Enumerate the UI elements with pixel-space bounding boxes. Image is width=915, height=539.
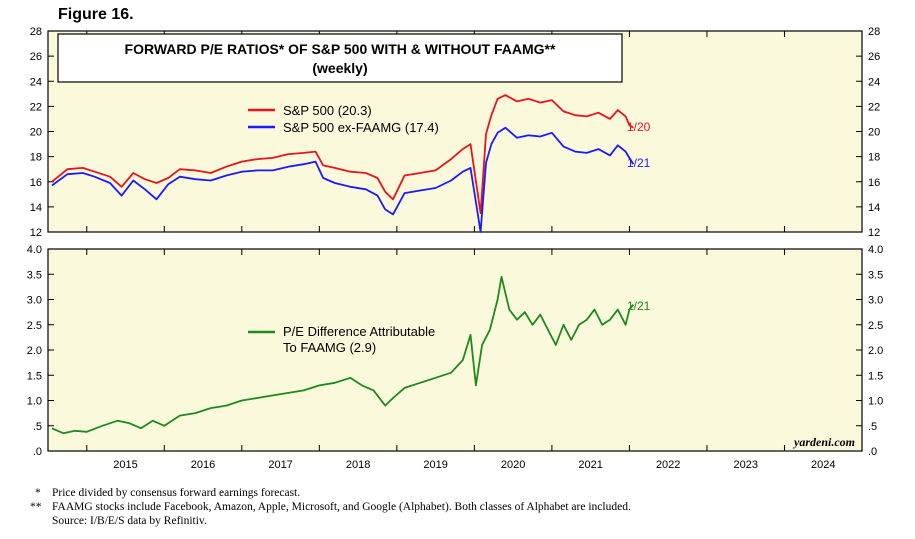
y-tick-label-left: 16: [30, 177, 42, 189]
y-tick-label-left: 2.0: [27, 345, 42, 357]
y-tick-label-right: 1.5: [868, 370, 883, 382]
y-tick-label-left: 20: [30, 127, 42, 139]
y-tick-label-right: 26: [868, 51, 880, 63]
x-tick-label: 2019: [423, 459, 447, 471]
legend-label-sp500: S&P 500 (20.3): [283, 103, 372, 118]
y-tick-label-left: 26: [30, 51, 42, 63]
x-tick-label: 2015: [113, 459, 137, 471]
y-tick-label-right: 2.0: [868, 345, 883, 357]
y-tick-label-right: 16: [868, 177, 880, 189]
y-tick-label-left: 2.5: [27, 320, 42, 332]
y-tick-label-right: 20: [868, 127, 880, 139]
plot-area-1: [47, 248, 863, 452]
x-tick-label: 2016: [191, 459, 215, 471]
y-tick-label-right: 22: [868, 101, 880, 113]
series-line-ex_faamg: [51, 126, 635, 233]
y-tick-label-right: 24: [868, 76, 880, 88]
x-tick-label: 2021: [578, 459, 602, 471]
footnote-2-mark: **: [30, 501, 42, 513]
y-tick-label-left: 3.5: [27, 269, 42, 281]
end-label-ex-faamg: 1/21: [627, 156, 651, 170]
footnote-source: Source: I/B/E/S data by Refinitiv.: [52, 515, 207, 527]
chart-subtitle: (weekly): [312, 60, 367, 76]
y-tick-label-right: 28: [868, 26, 880, 38]
legend-label-difference-line2: To FAAMG (2.9): [283, 340, 376, 355]
footnote-1: Price divided by consensus forward earni…: [52, 487, 301, 499]
y-tick-label-right: 18: [868, 152, 880, 164]
y-tick-label-left: .0: [33, 446, 42, 458]
y-tick-label-left: 28: [30, 26, 42, 38]
y-tick-label-left: 24: [30, 76, 42, 88]
legend-label-ex-faamg: S&P 500 ex-FAAMG (17.4): [283, 120, 439, 135]
chart-title: FORWARD P/E RATIOS* OF S&P 500 WITH & WI…: [125, 41, 556, 57]
watermark: yardeni.com: [792, 435, 855, 449]
y-tick-label-left: 12: [30, 227, 42, 239]
y-tick-label-left: .5: [33, 421, 42, 433]
y-tick-label-left: 1.0: [27, 396, 42, 408]
bottom-panel: [47, 248, 863, 452]
y-tick-label-right: 12: [868, 227, 880, 239]
y-tick-label-right: 3.0: [868, 295, 883, 307]
y-tick-label-left: 3.0: [27, 295, 42, 307]
footnote-2: FAAMG stocks include Facebook, Amazon, A…: [52, 501, 631, 513]
x-tick-label: 2018: [346, 459, 370, 471]
title-box: [57, 33, 623, 83]
series-line-sp500: [51, 94, 634, 215]
end-label-difference: 1/21: [627, 299, 651, 313]
x-tick-label: 2020: [501, 459, 525, 471]
y-tick-label-right: 14: [868, 202, 880, 214]
y-tick-label-left: 1.5: [27, 370, 42, 382]
y-tick-label-left: 22: [30, 101, 42, 113]
x-tick-label: 2024: [811, 459, 835, 471]
y-tick-label-right: .5: [868, 421, 877, 433]
legend-label-difference-line1: P/E Difference Attributable: [283, 324, 435, 339]
x-tick-label: 2017: [268, 459, 292, 471]
series-layer: [51, 94, 635, 435]
y-tick-label-left: 4.0: [27, 244, 42, 256]
end-label-sp500: 1/20: [627, 120, 651, 134]
x-tick-label: 2023: [733, 459, 757, 471]
y-tick-label-right: 2.5: [868, 320, 883, 332]
figure-label: Figure 16.: [58, 6, 134, 23]
y-tick-label-right: 1.0: [868, 396, 883, 408]
footnote-1-mark: *: [35, 487, 41, 499]
y-tick-label-right: .0: [868, 446, 877, 458]
x-tick-label: 2022: [656, 459, 680, 471]
y-tick-label-right: 4.0: [868, 244, 883, 256]
y-tick-label-left: 18: [30, 152, 42, 164]
series-line-difference: [51, 275, 635, 435]
y-tick-label-left: 14: [30, 202, 42, 214]
y-tick-label-right: 3.5: [868, 269, 883, 281]
